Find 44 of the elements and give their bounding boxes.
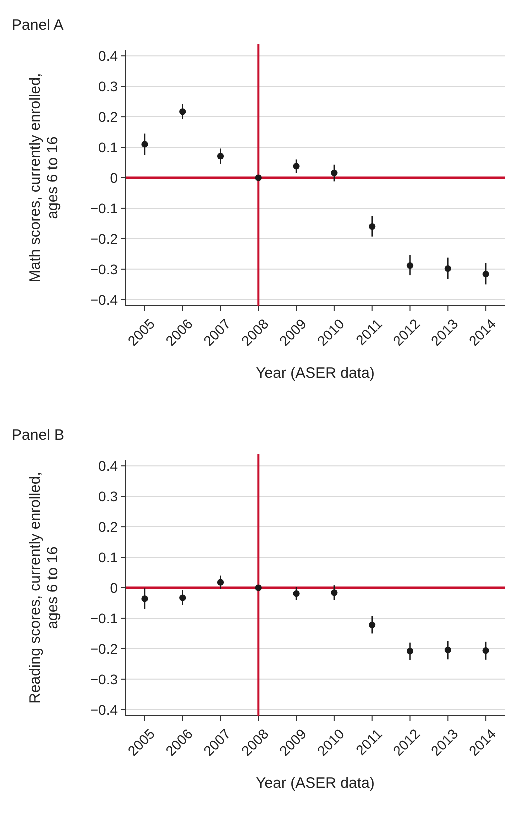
y-tick-label: −0.1 (90, 610, 118, 626)
y-tick-label: 0 (110, 580, 118, 596)
y-tick-label: 0 (110, 170, 118, 186)
point (217, 153, 224, 160)
point (142, 141, 148, 148)
chart-title: Panel A (12, 17, 64, 34)
point (444, 266, 452, 272)
y-tick-label: −0.3 (90, 261, 118, 278)
point (369, 622, 376, 628)
point (331, 590, 338, 596)
point (255, 584, 262, 592)
point (255, 174, 262, 182)
y-axis-title: Math scores, currently enrolled, ages 6 to 16 (27, 73, 62, 283)
chart-title: Panel B (12, 427, 65, 444)
y-tick-label: −0.2 (90, 230, 118, 247)
point (180, 108, 186, 116)
point (217, 579, 224, 586)
x-axis-title: Year (ASER data) (256, 775, 375, 792)
point (180, 594, 186, 602)
point (293, 163, 300, 170)
point (482, 647, 490, 654)
y-tick-label: −0.3 (90, 671, 118, 688)
y-tick-label: 0.3 (98, 78, 118, 94)
point (406, 262, 414, 270)
point (369, 223, 376, 230)
y-tick-label: 0.1 (98, 139, 118, 156)
y-tick-label: −0.1 (90, 200, 118, 216)
y-axis-title: Reading scores, currently enrolled, ages 6 to 16 (27, 472, 62, 704)
y-tick-label: 0.4 (98, 458, 118, 474)
y-tick-label: 0.4 (98, 48, 118, 64)
y-tick-label: 0.2 (98, 518, 118, 535)
point (406, 648, 414, 655)
point (444, 646, 452, 654)
y-tick-label: 0.3 (98, 488, 118, 504)
y-tick-label: −0.2 (90, 640, 118, 657)
point (293, 590, 300, 598)
y-tick-label: 0.2 (98, 108, 118, 125)
y-tick-label: −0.4 (90, 702, 118, 718)
y-tick-label: 0.1 (98, 549, 118, 566)
point (331, 170, 338, 176)
x-axis-title: Year (ASER data) (256, 365, 375, 382)
point (142, 596, 148, 602)
y-tick-label: −0.4 (90, 292, 118, 308)
point (482, 271, 490, 278)
